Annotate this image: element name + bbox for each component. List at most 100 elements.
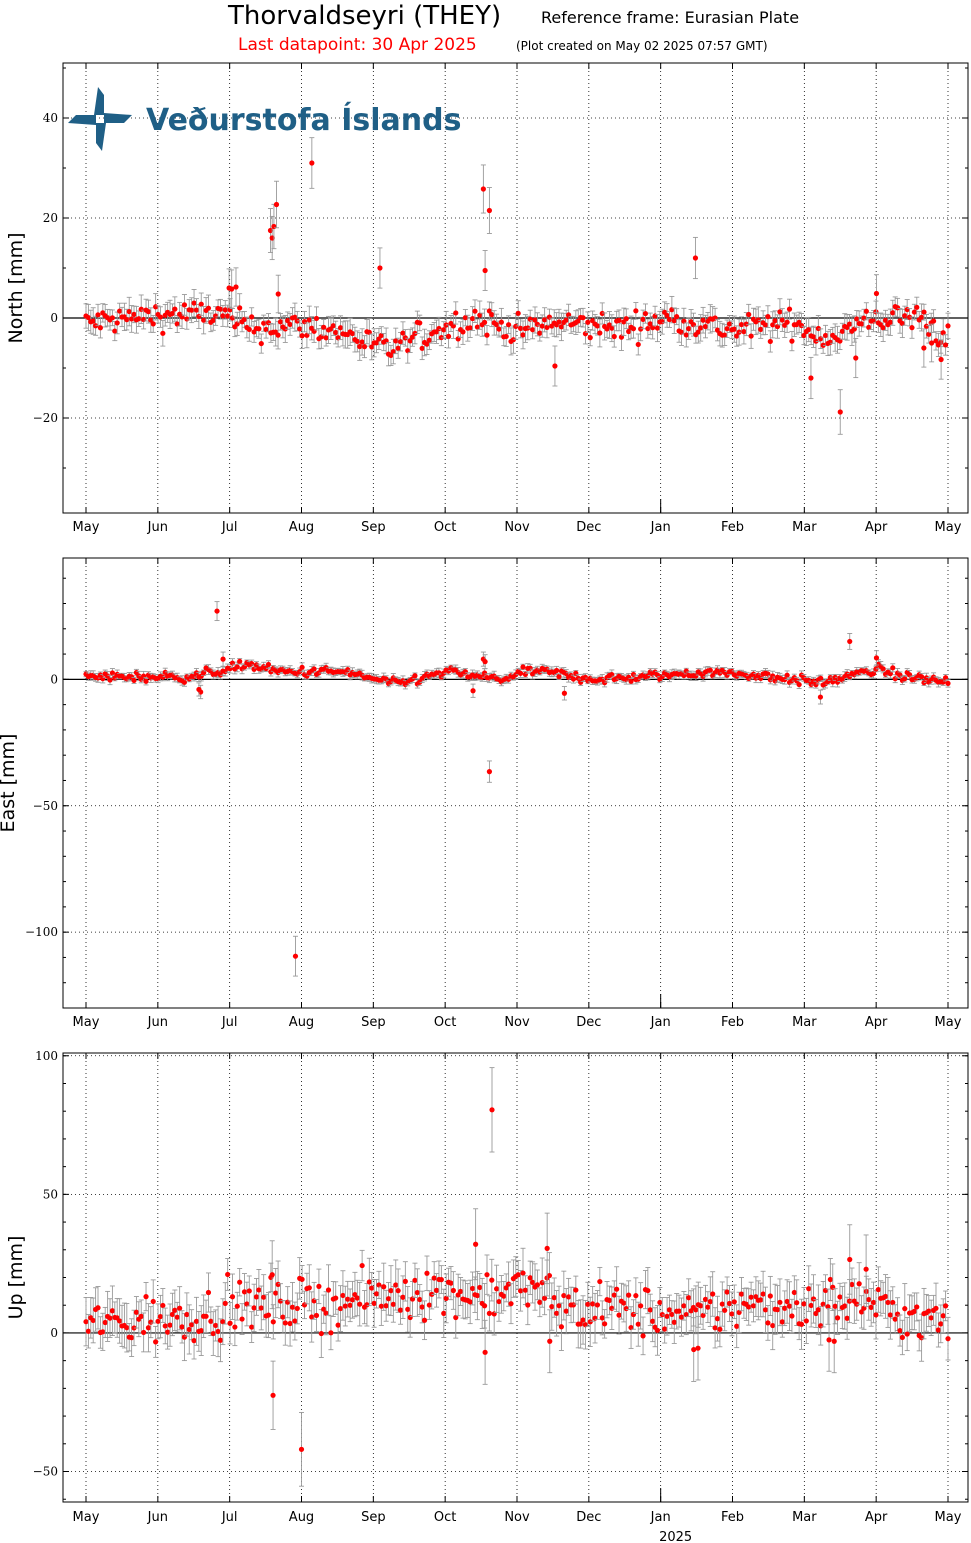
data-point <box>897 1327 903 1334</box>
data-point <box>198 1327 204 1334</box>
data-point <box>782 1305 788 1311</box>
data-point <box>469 315 476 322</box>
data-point <box>313 315 320 322</box>
data-point <box>798 322 805 329</box>
data-point <box>831 1338 837 1344</box>
data-point <box>794 1300 800 1306</box>
data-point <box>172 306 178 312</box>
data-point <box>133 1309 140 1315</box>
data-point <box>750 1303 757 1309</box>
data-point <box>229 1294 236 1300</box>
data-point <box>911 1308 917 1314</box>
data-point <box>926 1308 932 1314</box>
data-point <box>395 345 401 351</box>
data-point <box>602 680 608 686</box>
data-point <box>393 338 399 344</box>
data-point <box>765 314 771 320</box>
x-tick-label: Oct <box>434 1015 456 1030</box>
data-point <box>926 331 932 337</box>
data-point <box>237 658 243 664</box>
data-point <box>635 1321 641 1327</box>
data-point <box>153 1339 159 1345</box>
data-point <box>547 1338 553 1344</box>
data-point <box>746 1304 752 1310</box>
data-point <box>918 1335 925 1341</box>
data-point <box>385 1296 392 1302</box>
data-point <box>894 1311 901 1317</box>
data-point <box>563 317 569 323</box>
data-point <box>457 1288 464 1295</box>
data-point <box>594 1302 601 1308</box>
data-point <box>217 306 224 312</box>
data-point <box>234 321 240 327</box>
data-point <box>371 1300 377 1306</box>
data-point <box>758 675 764 681</box>
data-point <box>923 323 929 329</box>
data-point <box>102 1319 108 1326</box>
data-point <box>249 661 255 667</box>
data-point <box>441 1310 447 1316</box>
data-point <box>124 317 130 323</box>
data-point <box>316 1283 322 1289</box>
data-point <box>693 1307 699 1313</box>
data-point <box>181 1334 188 1340</box>
data-point <box>213 313 219 319</box>
data-point <box>145 309 152 315</box>
data-point <box>261 1294 267 1300</box>
data-point <box>157 314 164 320</box>
data-point <box>311 666 317 672</box>
data-point <box>395 1288 401 1294</box>
data-point <box>945 1336 951 1342</box>
data-point <box>801 1301 807 1307</box>
data-point <box>138 306 144 312</box>
x-tick-label: Nov <box>504 520 530 535</box>
data-point <box>477 312 483 318</box>
x-tick-label: Jul <box>221 1510 238 1525</box>
data-point <box>918 314 925 321</box>
data-point <box>784 1298 790 1305</box>
data-point <box>107 1315 113 1321</box>
data-point <box>333 1295 339 1301</box>
data-point <box>873 1312 879 1318</box>
data-point <box>299 1276 305 1282</box>
data-point <box>654 325 661 331</box>
data-point <box>162 669 168 675</box>
data-point <box>729 1311 735 1317</box>
data-point <box>462 669 468 675</box>
data-point <box>743 321 749 327</box>
data-point <box>393 1282 399 1288</box>
data-point <box>606 1297 613 1303</box>
data-point <box>692 255 699 261</box>
data-point <box>496 1298 502 1305</box>
data-point <box>902 313 908 319</box>
data-point <box>599 310 605 317</box>
data-point <box>234 1303 240 1309</box>
data-point <box>556 674 562 680</box>
data-point <box>414 1289 420 1296</box>
data-point <box>602 1321 608 1327</box>
data-point <box>298 1446 305 1452</box>
data-point <box>527 1275 533 1281</box>
data-point <box>354 338 360 344</box>
data-point <box>558 1324 565 1330</box>
x-tick-label: Jun <box>147 1015 168 1030</box>
data-point <box>157 1313 164 1320</box>
data-point <box>726 1300 733 1307</box>
year-label: 2025 <box>659 1530 692 1543</box>
data-point <box>645 325 651 332</box>
data-point <box>544 1245 550 1251</box>
data-point <box>774 1307 781 1313</box>
data-point <box>832 1303 838 1309</box>
data-point <box>433 1287 440 1293</box>
data-point <box>179 1324 185 1330</box>
x-tick-label: Jul <box>221 520 238 535</box>
data-point <box>253 1294 260 1300</box>
data-point <box>683 1311 689 1318</box>
data-point <box>686 1295 692 1301</box>
data-point <box>834 679 841 685</box>
data-point <box>222 307 228 313</box>
data-point <box>904 306 910 313</box>
data-point <box>691 1346 697 1353</box>
data-point <box>189 1322 195 1328</box>
data-point <box>148 1319 154 1325</box>
